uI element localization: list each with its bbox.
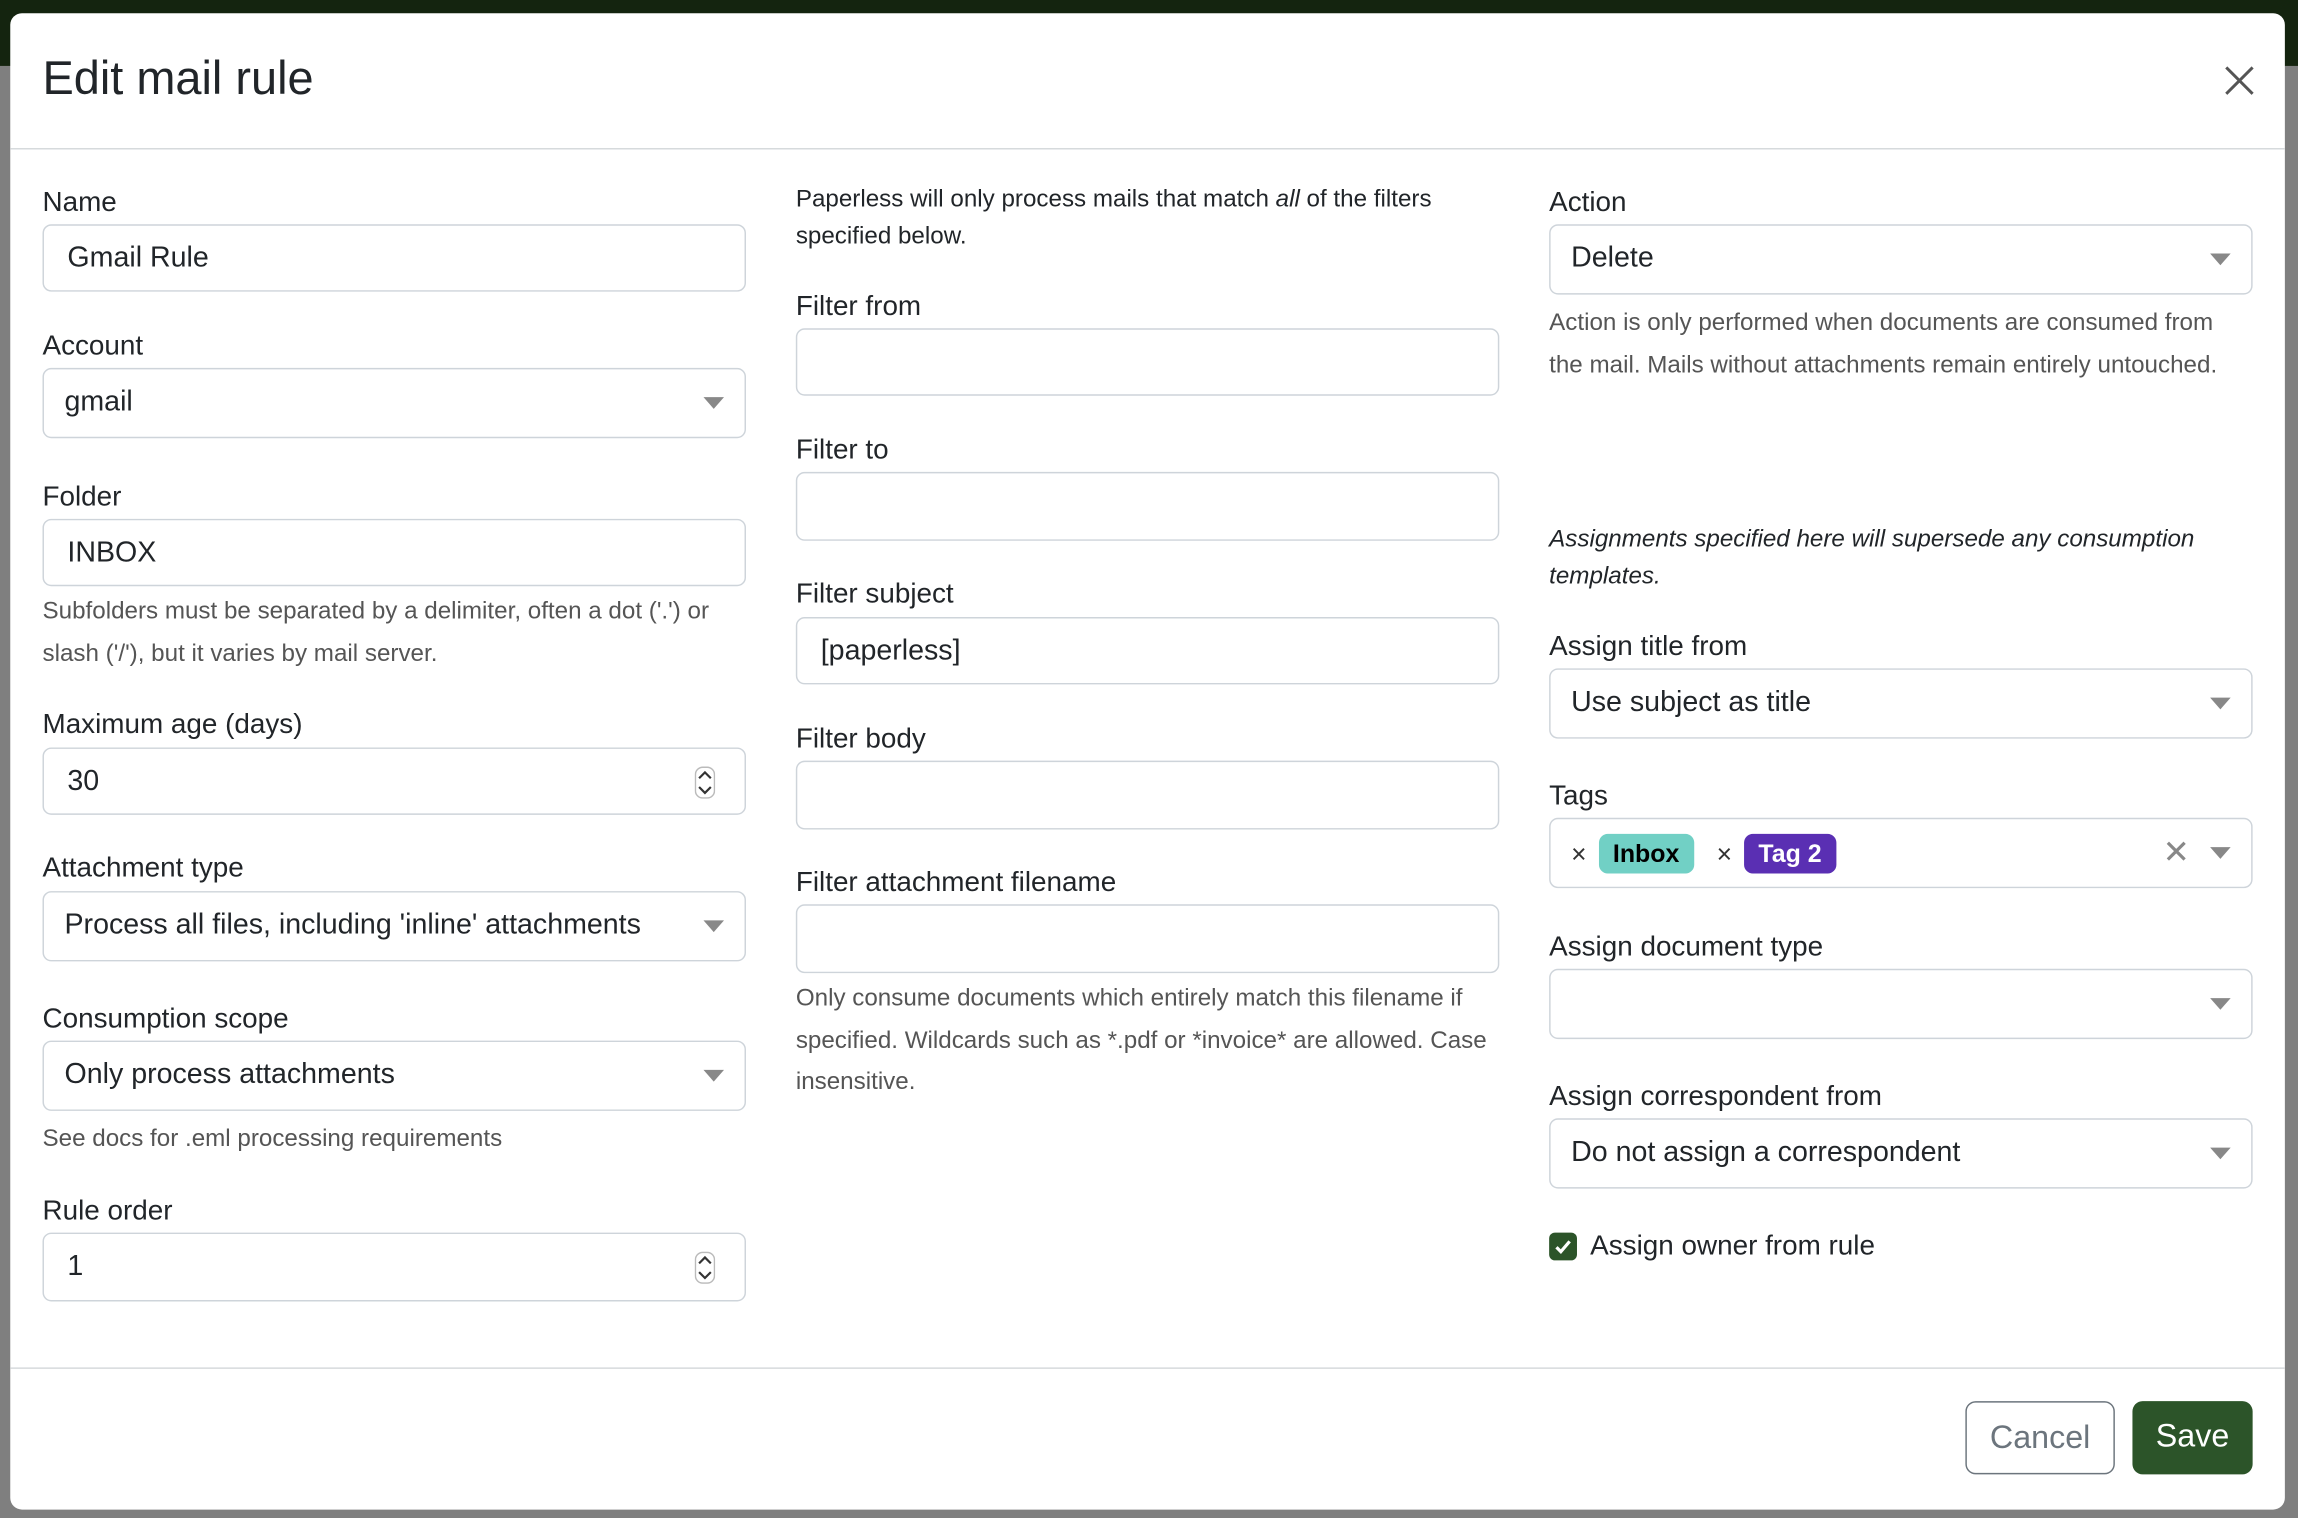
remove-tag-icon[interactable]: × (1716, 839, 1733, 869)
action-help: Action is only performed when documents … (1549, 309, 2218, 378)
header-divider (10, 148, 2285, 150)
correspondent-label: Assign correspondent from (1549, 1081, 1882, 1113)
folder-help: Subfolders must be separated by a delimi… (42, 597, 710, 667)
name-label: Name (42, 187, 117, 219)
name-value: Gmail Rule (67, 241, 209, 275)
filters-intro: Paperless will only process mails that m… (795, 186, 1432, 249)
rule-order-label: Rule order (42, 1195, 173, 1227)
chevron-down-icon (2210, 253, 2231, 266)
filter-to-input[interactable] (795, 471, 1500, 541)
assign-title-label: Assign title from (1549, 631, 1748, 663)
action-select[interactable]: Delete (1549, 224, 2253, 295)
attachment-type-label: Attachment type (42, 852, 244, 884)
consumption-scope-label: Consumption scope (42, 1003, 289, 1035)
assign-title-select[interactable]: Use subject as title (1549, 668, 2253, 739)
footer-divider (10, 1367, 2285, 1369)
save-button[interactable]: Save (2132, 1401, 2253, 1475)
account-label: Account (42, 331, 144, 363)
name-input[interactable]: Gmail Rule (42, 224, 746, 292)
max-age-input[interactable]: 30 (42, 747, 746, 815)
chevron-down-icon (703, 1069, 725, 1082)
filter-attachment-input[interactable] (795, 904, 1500, 974)
consumption-scope-help: See docs for .eml processing requirement… (42, 1125, 503, 1152)
edit-mail-rule-dialog: Edit mail rule Name Gmail Rule Account g… (10, 13, 2285, 1510)
filter-attachment-help: Only consume documents which entirely ma… (795, 984, 1487, 1095)
assign-title-value: Use subject as title (1571, 685, 1811, 719)
filter-body-label: Filter body (795, 724, 926, 755)
filter-subject-input[interactable]: [paperless] (795, 617, 1500, 685)
spinner-icon[interactable] (694, 1251, 716, 1284)
account-select[interactable]: gmail (42, 367, 746, 439)
chevron-down-icon (703, 397, 725, 409)
correspondent-value: Do not assign a correspondent (1571, 1135, 1961, 1169)
tags-label: Tags (1549, 781, 1608, 812)
tag-chip: Tag 2 (1743, 834, 1837, 875)
doc-type-label: Assign document type (1549, 932, 1824, 963)
chevron-down-icon (703, 920, 725, 933)
tag-chip: Inbox (1598, 834, 1695, 875)
filter-from-input[interactable] (795, 328, 1500, 396)
folder-input[interactable]: INBOX (42, 518, 746, 587)
consumption-scope-value: Only process attachments (64, 1058, 395, 1091)
spinner-icon[interactable] (694, 766, 716, 799)
tags-select[interactable]: × Inbox × Tag 2 ✕ (1549, 817, 2253, 889)
max-age-value: 30 (67, 765, 100, 798)
folder-value: INBOX (67, 536, 157, 569)
filter-subject-value: [paperless] (820, 634, 961, 667)
check-icon (1555, 1240, 1571, 1254)
action-value: Delete (1571, 241, 1654, 275)
rule-order-value: 1 (67, 1250, 84, 1283)
consumption-scope-select[interactable]: Only process attachments (42, 1040, 746, 1111)
filter-from-label: Filter from (795, 291, 922, 323)
filter-to-label: Filter to (795, 435, 889, 467)
owner-checkbox[interactable] (1549, 1232, 1577, 1261)
filter-attachment-label: Filter attachment filename (795, 867, 1117, 899)
assignments-note: Assignments specified here will supersed… (1549, 526, 2195, 589)
remove-tag-icon[interactable]: × (1571, 839, 1587, 869)
owner-label: Assign owner from rule (1590, 1231, 1875, 1262)
chevron-down-icon (2210, 998, 2231, 1010)
attachment-type-value: Process all files, including 'inline' at… (64, 908, 641, 941)
folder-label: Folder (42, 482, 122, 513)
action-label: Action (1549, 187, 1627, 219)
doc-type-select[interactable] (1549, 968, 2253, 1040)
rule-order-input[interactable]: 1 (42, 1232, 746, 1302)
close-button[interactable] (2220, 62, 2258, 100)
dialog-title: Edit mail rule (42, 51, 314, 105)
correspondent-select[interactable]: Do not assign a correspondent (1549, 1118, 2253, 1189)
clear-all-icon[interactable]: ✕ (2162, 833, 2190, 871)
chevron-down-icon (2210, 1147, 2231, 1160)
max-age-label: Maximum age (days) (42, 709, 303, 741)
close-icon (2225, 66, 2254, 95)
attachment-type-select[interactable]: Process all files, including 'inline' at… (42, 891, 746, 962)
cancel-button[interactable]: Cancel (1965, 1401, 2115, 1475)
account-value: gmail (64, 385, 133, 418)
filter-subject-label: Filter subject (795, 578, 954, 610)
chevron-down-icon (2210, 847, 2231, 859)
chevron-down-icon (2210, 697, 2231, 710)
filter-body-input[interactable] (795, 760, 1500, 830)
